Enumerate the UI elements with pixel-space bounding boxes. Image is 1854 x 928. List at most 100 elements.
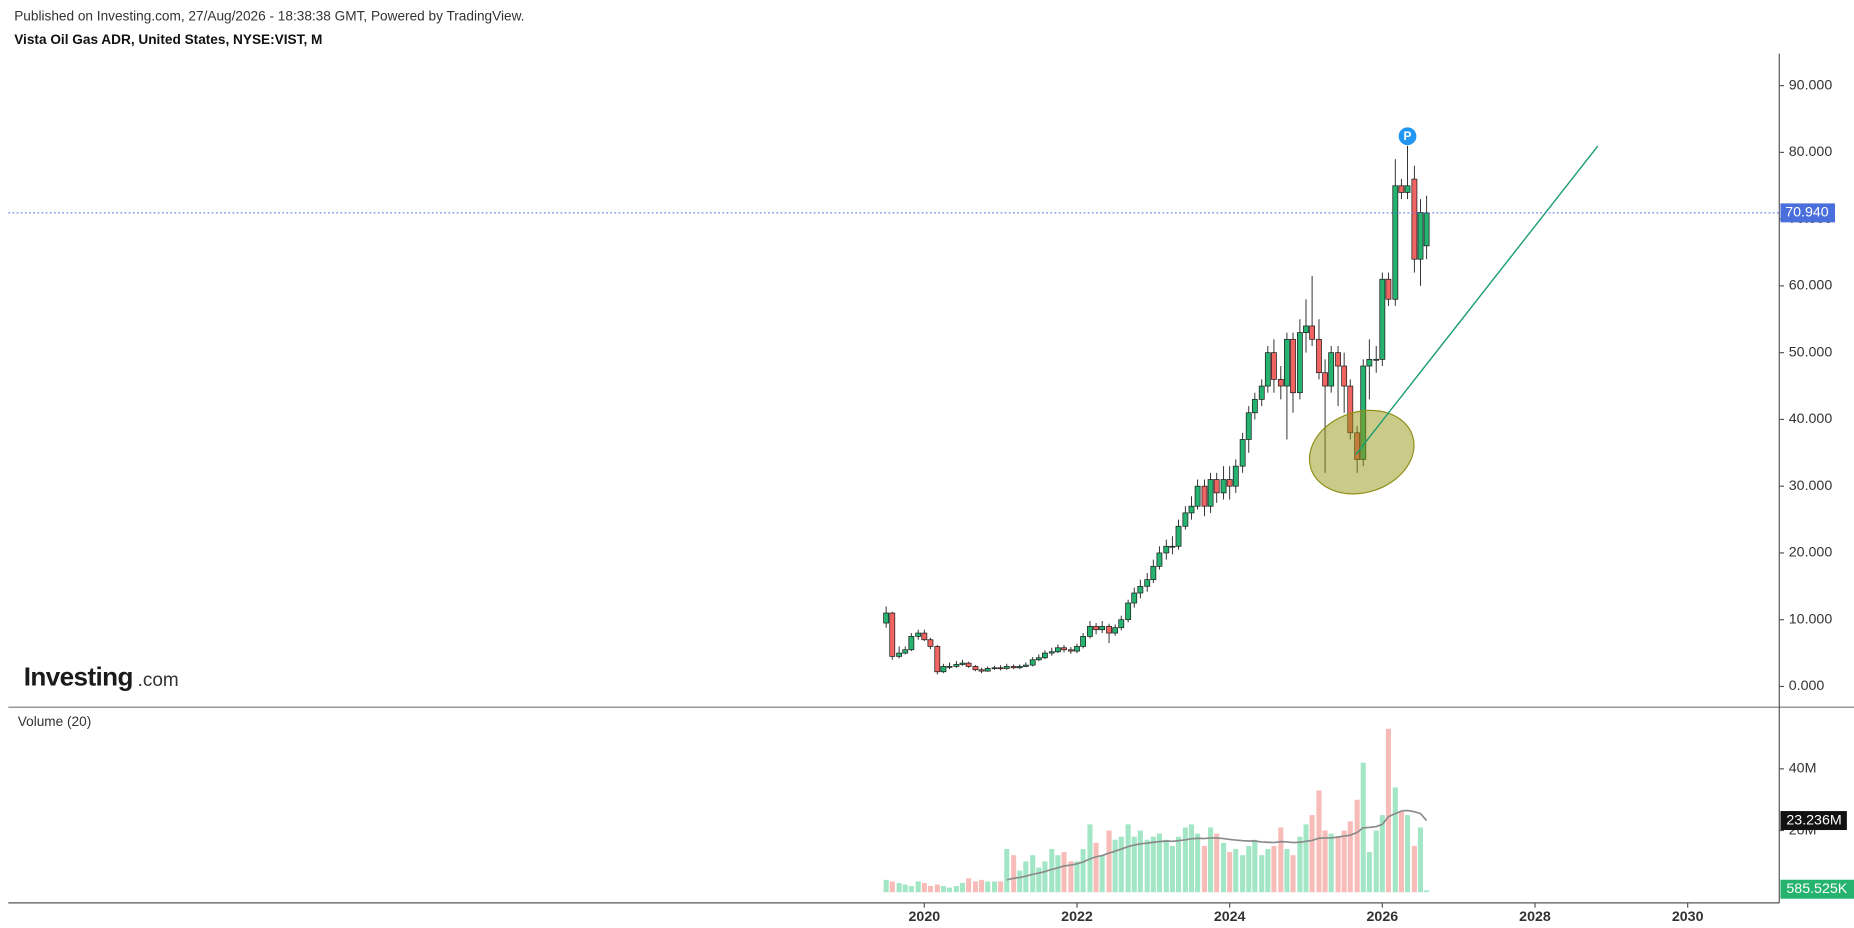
volume-bar: [1347, 821, 1353, 893]
volume-bar: [1297, 836, 1303, 893]
x-tick-label: 2028: [1519, 909, 1551, 925]
candle-body: [1341, 365, 1348, 387]
x-tick-label: 2020: [909, 909, 941, 925]
volume-bar: [1175, 836, 1182, 893]
pivot-marker: [1398, 127, 1417, 146]
volume-bar: [1182, 827, 1188, 893]
x-tick-label: 2030: [1672, 909, 1704, 925]
candle-body: [908, 636, 915, 651]
candle-body: [1067, 649, 1074, 652]
candle-body: [1099, 626, 1106, 631]
volume-bar: [1201, 845, 1208, 893]
volume-bar: [1042, 861, 1048, 893]
candle-body: [1316, 338, 1322, 374]
volume-bar: [940, 886, 946, 893]
volume-bar: [915, 881, 921, 893]
candle-body: [1379, 278, 1386, 360]
candle-body: [1277, 379, 1284, 387]
candle-body: [1423, 212, 1430, 247]
volume-bar: [1055, 855, 1061, 893]
volume-bar: [953, 886, 959, 893]
candle-body: [915, 632, 922, 637]
volume-bar: [1163, 839, 1169, 893]
volume-bar: [1373, 830, 1379, 893]
candle-body: [1131, 592, 1138, 604]
y-tick-label: 90.000: [1789, 77, 1833, 93]
volume-bar: [1240, 855, 1246, 893]
volume-bar: [1080, 849, 1086, 893]
candle-body: [1207, 479, 1214, 507]
header: Published on Investing.com, 27/Aug/2026 …: [14, 8, 524, 23]
volume-bar: [1125, 824, 1131, 893]
volume-bar: [985, 881, 991, 893]
candle-body: [1303, 325, 1309, 333]
volume-bar: [896, 882, 902, 893]
volume-bar: [1112, 839, 1118, 893]
candle-body: [984, 668, 991, 672]
volume-bar: [908, 886, 914, 893]
volume-bar: [1214, 833, 1220, 893]
candle-body: [934, 646, 941, 673]
y-tick-label: 50.000: [1789, 344, 1833, 360]
volume-bar: [1290, 855, 1296, 893]
volume-bar: [883, 879, 889, 893]
volume-bar: [1233, 849, 1239, 893]
candle-body: [978, 669, 985, 672]
volume-bar: [1271, 845, 1277, 893]
candle-body: [1194, 485, 1201, 507]
volume-bar: [1303, 824, 1309, 893]
candle-body: [959, 662, 966, 665]
y2-tick-label: 40M: [1789, 761, 1817, 777]
volume-bar: [1379, 815, 1385, 893]
candle-body: [1366, 358, 1373, 367]
volume-bar: [959, 882, 966, 893]
volume-bar: [1252, 839, 1258, 893]
volume-bar: [927, 886, 933, 893]
volume-bar: [972, 881, 979, 893]
candle-body: [1003, 666, 1010, 669]
volume-bar: [1208, 827, 1214, 893]
volume-bar: [1061, 852, 1067, 893]
candle-body: [1022, 664, 1029, 667]
candle-body: [1093, 626, 1099, 631]
candle-body: [1169, 545, 1176, 548]
candle-body: [1137, 585, 1144, 594]
volume-bar: [1188, 824, 1195, 893]
y-tick-label: 80.000: [1789, 144, 1833, 160]
last-close-box: [1780, 203, 1836, 223]
volume-bar: [1195, 833, 1201, 893]
candle-body: [1144, 579, 1151, 587]
volume-bar: [1259, 855, 1265, 893]
y-tick-label: 10.000: [1789, 611, 1833, 627]
last-ma-box: [1780, 811, 1847, 831]
candle-body: [883, 612, 890, 624]
candle-body: [1048, 651, 1055, 654]
plot: [883, 145, 1430, 893]
candle-body: [1188, 505, 1195, 514]
candle-body: [1016, 666, 1023, 669]
volume-ma-line: [1006, 809, 1428, 881]
highlight-ellipse: [1308, 409, 1415, 495]
candle-body: [1264, 352, 1271, 387]
candle-body: [1074, 646, 1080, 652]
volume-bar: [1392, 787, 1398, 893]
candle-body: [1385, 278, 1392, 300]
candle-body: [940, 666, 947, 673]
volume-bar: [1316, 790, 1322, 893]
volume-bar: [1068, 861, 1074, 893]
volume-bar: [1049, 849, 1055, 893]
volume-bar: [921, 882, 927, 893]
volume-bar: [1354, 799, 1360, 893]
volume-bar: [1221, 842, 1227, 893]
trend-line: [1355, 145, 1599, 455]
last-close-label: 70.940: [1785, 205, 1829, 221]
candle-body: [1061, 647, 1067, 651]
volume-bar: [1074, 861, 1080, 893]
candle-body: [1182, 512, 1189, 527]
candle-body: [946, 666, 953, 668]
candle-body: [972, 666, 979, 671]
candle-body: [1226, 479, 1233, 487]
candle-body: [1035, 657, 1042, 661]
volume-bar: [1385, 728, 1391, 893]
